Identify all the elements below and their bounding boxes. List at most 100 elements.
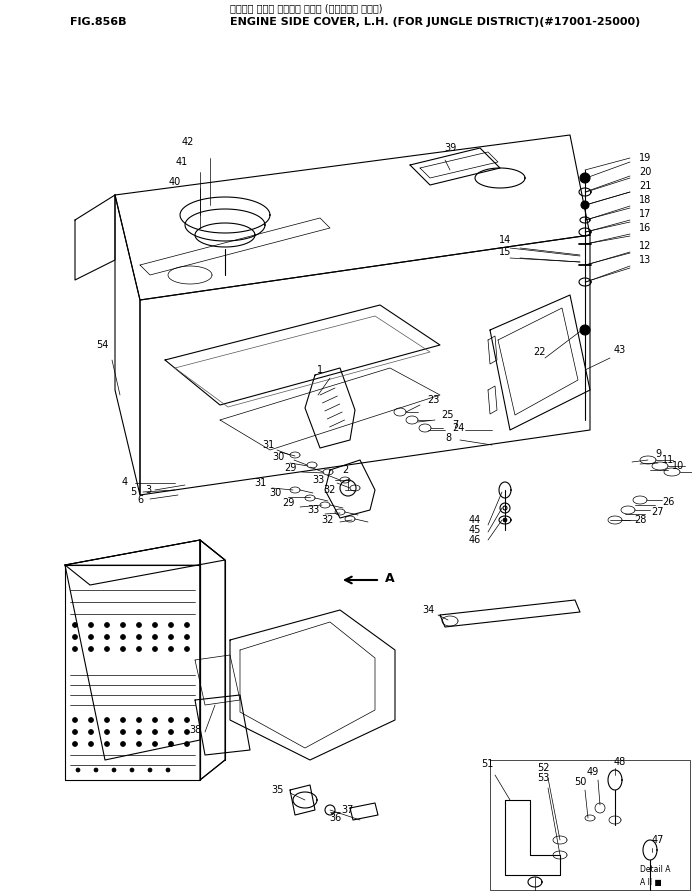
- Circle shape: [104, 730, 109, 734]
- Text: 17: 17: [639, 209, 651, 219]
- Circle shape: [185, 730, 190, 734]
- Text: 40: 40: [169, 177, 181, 187]
- Text: 31: 31: [262, 440, 274, 450]
- Circle shape: [185, 623, 190, 627]
- Text: 32: 32: [324, 485, 336, 495]
- Text: 30: 30: [269, 488, 281, 498]
- Circle shape: [166, 768, 170, 772]
- Circle shape: [94, 768, 98, 772]
- Text: 10: 10: [672, 461, 684, 471]
- Text: 25: 25: [441, 410, 454, 420]
- Text: A II ■: A II ■: [640, 878, 662, 887]
- Text: 33: 33: [312, 475, 324, 485]
- Text: 34: 34: [422, 605, 434, 615]
- Circle shape: [76, 768, 80, 772]
- Circle shape: [136, 741, 141, 747]
- Circle shape: [104, 717, 109, 723]
- Text: 46: 46: [469, 535, 481, 545]
- Circle shape: [168, 730, 174, 734]
- Circle shape: [73, 647, 78, 651]
- Circle shape: [185, 647, 190, 651]
- Circle shape: [73, 623, 78, 627]
- Circle shape: [104, 634, 109, 640]
- Text: 14: 14: [499, 235, 511, 245]
- Text: ENGINE SIDE COVER, L.H. (FOR JUNGLE DISTRICT)(#17001-25000): ENGINE SIDE COVER, L.H. (FOR JUNGLE DIST…: [230, 17, 640, 27]
- Text: 20: 20: [639, 167, 651, 177]
- Text: 53: 53: [537, 773, 549, 783]
- Circle shape: [120, 647, 125, 651]
- Text: 48: 48: [614, 757, 626, 767]
- Circle shape: [136, 730, 141, 734]
- Text: 43: 43: [614, 345, 626, 355]
- Circle shape: [152, 730, 158, 734]
- Text: 6: 6: [137, 495, 143, 505]
- Circle shape: [168, 741, 174, 747]
- Circle shape: [152, 634, 158, 640]
- Text: 26: 26: [662, 497, 674, 507]
- Text: Detail A: Detail A: [640, 865, 671, 874]
- Circle shape: [89, 730, 93, 734]
- Text: 50: 50: [574, 777, 586, 787]
- Circle shape: [89, 623, 93, 627]
- Text: 51: 51: [481, 759, 493, 769]
- Circle shape: [104, 741, 109, 747]
- Circle shape: [89, 634, 93, 640]
- Text: 35: 35: [272, 785, 284, 795]
- Text: 23: 23: [427, 395, 439, 405]
- Text: 15: 15: [499, 247, 511, 257]
- Circle shape: [168, 634, 174, 640]
- Circle shape: [185, 634, 190, 640]
- Circle shape: [120, 717, 125, 723]
- Circle shape: [168, 717, 174, 723]
- Text: 3: 3: [145, 485, 151, 495]
- Text: 16: 16: [639, 223, 651, 233]
- Circle shape: [152, 741, 158, 747]
- Text: 32: 32: [322, 515, 334, 525]
- Text: 12: 12: [639, 241, 651, 251]
- Circle shape: [73, 730, 78, 734]
- Circle shape: [148, 768, 152, 772]
- Text: 28: 28: [634, 515, 646, 525]
- Circle shape: [580, 173, 590, 183]
- Text: 5: 5: [130, 487, 136, 497]
- Text: 39: 39: [444, 143, 456, 153]
- Text: 52: 52: [537, 763, 549, 773]
- Text: 7: 7: [452, 420, 458, 430]
- Circle shape: [89, 647, 93, 651]
- Circle shape: [581, 201, 589, 209]
- Circle shape: [136, 634, 141, 640]
- Circle shape: [152, 717, 158, 723]
- Text: 27: 27: [652, 507, 664, 517]
- Text: 22: 22: [534, 347, 546, 357]
- Text: 1: 1: [317, 365, 323, 375]
- Text: エンジン サイド カバー、 ヒダリ (ジャングル ショウ): エンジン サイド カバー、 ヒダリ (ジャングル ショウ): [230, 3, 383, 13]
- Text: 37: 37: [342, 805, 354, 815]
- Text: 29: 29: [282, 498, 294, 508]
- Circle shape: [104, 647, 109, 651]
- Text: 21: 21: [639, 181, 651, 191]
- Text: FIG.856B: FIG.856B: [70, 17, 127, 27]
- Circle shape: [136, 717, 141, 723]
- Text: 9: 9: [655, 449, 661, 459]
- Text: 29: 29: [284, 463, 296, 473]
- Text: 42: 42: [182, 137, 194, 147]
- Circle shape: [120, 730, 125, 734]
- Text: 19: 19: [639, 153, 651, 163]
- Circle shape: [152, 623, 158, 627]
- Circle shape: [185, 717, 190, 723]
- Text: 49: 49: [587, 767, 599, 777]
- Text: 54: 54: [95, 340, 108, 350]
- Circle shape: [185, 741, 190, 747]
- Circle shape: [120, 623, 125, 627]
- Circle shape: [136, 647, 141, 651]
- Circle shape: [152, 647, 158, 651]
- Text: 4: 4: [122, 477, 128, 487]
- Circle shape: [136, 623, 141, 627]
- Text: 18: 18: [639, 195, 651, 205]
- Circle shape: [120, 741, 125, 747]
- Text: 11: 11: [662, 455, 674, 465]
- Circle shape: [73, 634, 78, 640]
- Text: 47: 47: [652, 835, 664, 845]
- Circle shape: [168, 647, 174, 651]
- Circle shape: [112, 768, 116, 772]
